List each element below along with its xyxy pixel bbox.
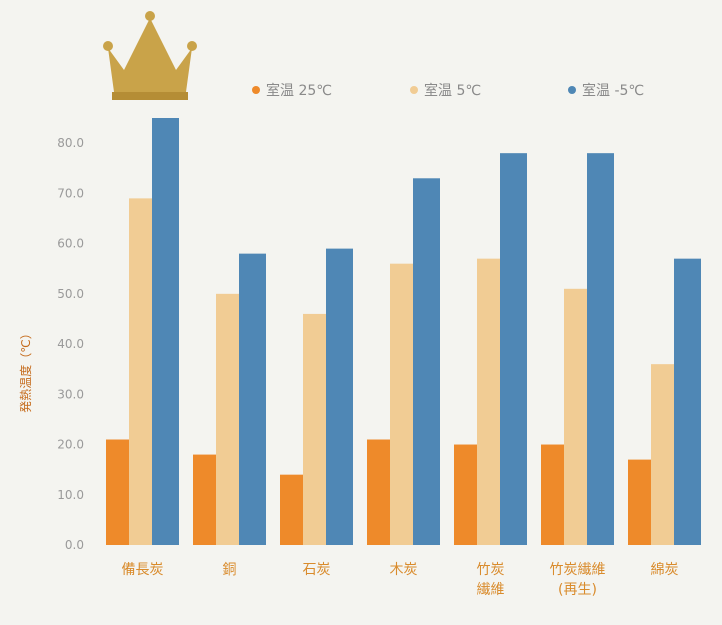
y-tick-label: 50.0 xyxy=(57,287,84,301)
bar xyxy=(541,444,568,545)
category-label: 備長炭 xyxy=(122,562,164,578)
y-axis-ticks: 0.0 10.0 20.0 30.0 40.0 50.0 60.0 70.0 80.0 xyxy=(57,136,84,552)
y-tick-label: 70.0 xyxy=(57,186,84,200)
y-axis-title: 発熱温度（℃） xyxy=(18,327,33,412)
y-tick-label: 10.0 xyxy=(57,488,84,502)
bar xyxy=(367,439,394,545)
bar xyxy=(106,439,133,545)
legend-marker-5 xyxy=(410,86,418,94)
bar xyxy=(500,153,527,545)
bar xyxy=(587,153,614,545)
bar xyxy=(326,248,353,546)
bar xyxy=(674,258,701,545)
bar xyxy=(129,198,156,545)
category-label: 綿炭 xyxy=(651,562,679,578)
y-tick-label: 60.0 xyxy=(57,237,84,251)
bar xyxy=(152,118,179,545)
legend-label-25: 室温 25℃ xyxy=(266,82,332,99)
y-tick-label: 80.0 xyxy=(57,136,84,150)
y-tick-label: 30.0 xyxy=(57,387,84,401)
category-label: (再生) xyxy=(558,582,597,598)
bar xyxy=(564,288,591,545)
legend-marker-minus5 xyxy=(568,86,576,94)
bar xyxy=(413,178,440,545)
category-label: 石炭 xyxy=(303,562,331,578)
bar xyxy=(454,444,481,545)
y-tick-label: 0.0 xyxy=(65,538,84,552)
category-label: 銅 xyxy=(223,562,237,578)
category-label: 竹炭 xyxy=(477,562,505,578)
legend-label-minus5: 室温 -5℃ xyxy=(582,82,644,99)
bar xyxy=(239,253,266,545)
bar xyxy=(303,313,330,545)
bars xyxy=(106,118,701,546)
legend-label-5: 室温 5℃ xyxy=(424,82,481,99)
category-labels: 備長炭銅石炭 木炭 竹炭繊維竹炭繊維(再生)綿炭 xyxy=(122,562,679,598)
legend: 室温 25℃ 室温 5℃ 室温 -5℃ xyxy=(252,82,644,99)
bar xyxy=(477,258,504,545)
category-label: 竹炭繊維 xyxy=(550,562,606,578)
crown-icon xyxy=(103,11,197,100)
bar xyxy=(193,454,220,545)
bar xyxy=(651,364,678,545)
legend-marker-25 xyxy=(252,86,260,94)
bar xyxy=(216,293,243,545)
bar xyxy=(280,474,307,545)
category-label: 木炭 xyxy=(390,562,418,578)
bar xyxy=(628,459,655,545)
category-label: 繊維 xyxy=(477,582,505,598)
bar xyxy=(390,263,417,545)
y-tick-label: 20.0 xyxy=(57,438,84,452)
y-tick-label: 40.0 xyxy=(57,337,84,351)
